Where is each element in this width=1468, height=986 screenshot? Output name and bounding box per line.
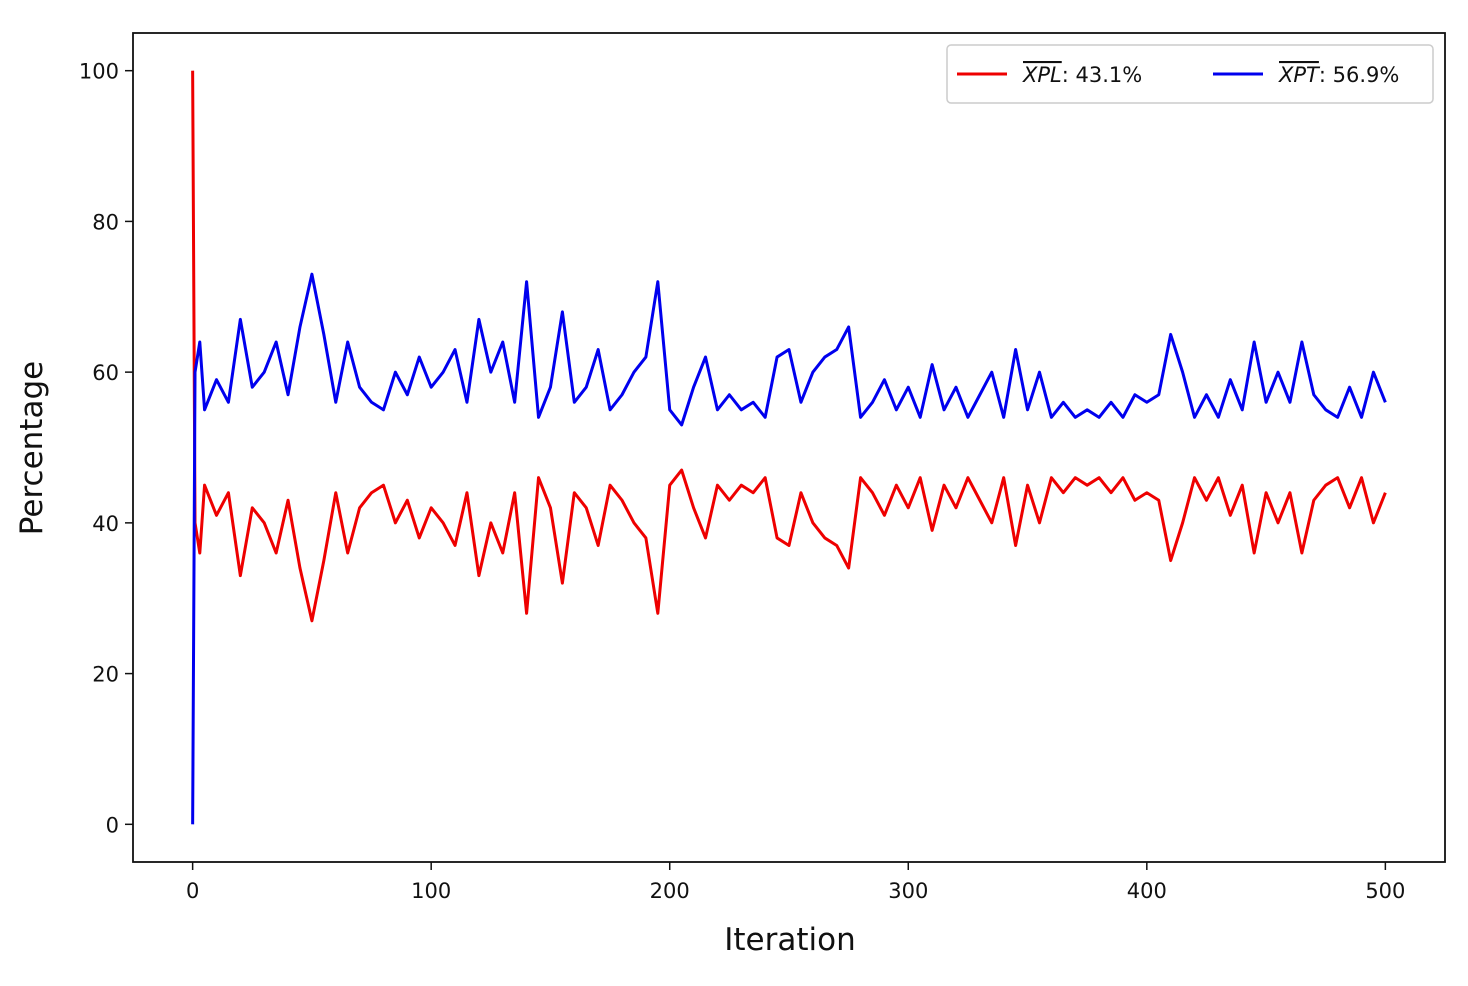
x-tick-label: 200 <box>650 879 690 903</box>
y-tick-label: 40 <box>92 512 119 536</box>
y-tick-label: 0 <box>106 813 119 837</box>
x-axis-label: Iteration <box>724 922 856 958</box>
y-tick-label: 20 <box>92 663 119 687</box>
series-line <box>191 272 1387 825</box>
series-line <box>191 70 1387 623</box>
x-tick-label: 500 <box>1365 879 1405 903</box>
y-tick-label: 100 <box>79 60 119 84</box>
y-axis-label: Percentage <box>14 361 50 535</box>
legend-box <box>946 44 1434 104</box>
y-tick-label: 80 <box>92 210 119 234</box>
x-tick-label: 400 <box>1127 879 1167 903</box>
legend-label: XPT: 56.9% <box>1278 63 1399 87</box>
x-tick-label: 0 <box>186 879 199 903</box>
x-tick-label: 300 <box>888 879 928 903</box>
plot-frame <box>132 32 1446 863</box>
x-tick-label: 100 <box>411 879 451 903</box>
y-tick-label: 60 <box>92 361 119 385</box>
legend-label: XPL: 43.1% <box>1022 63 1142 87</box>
